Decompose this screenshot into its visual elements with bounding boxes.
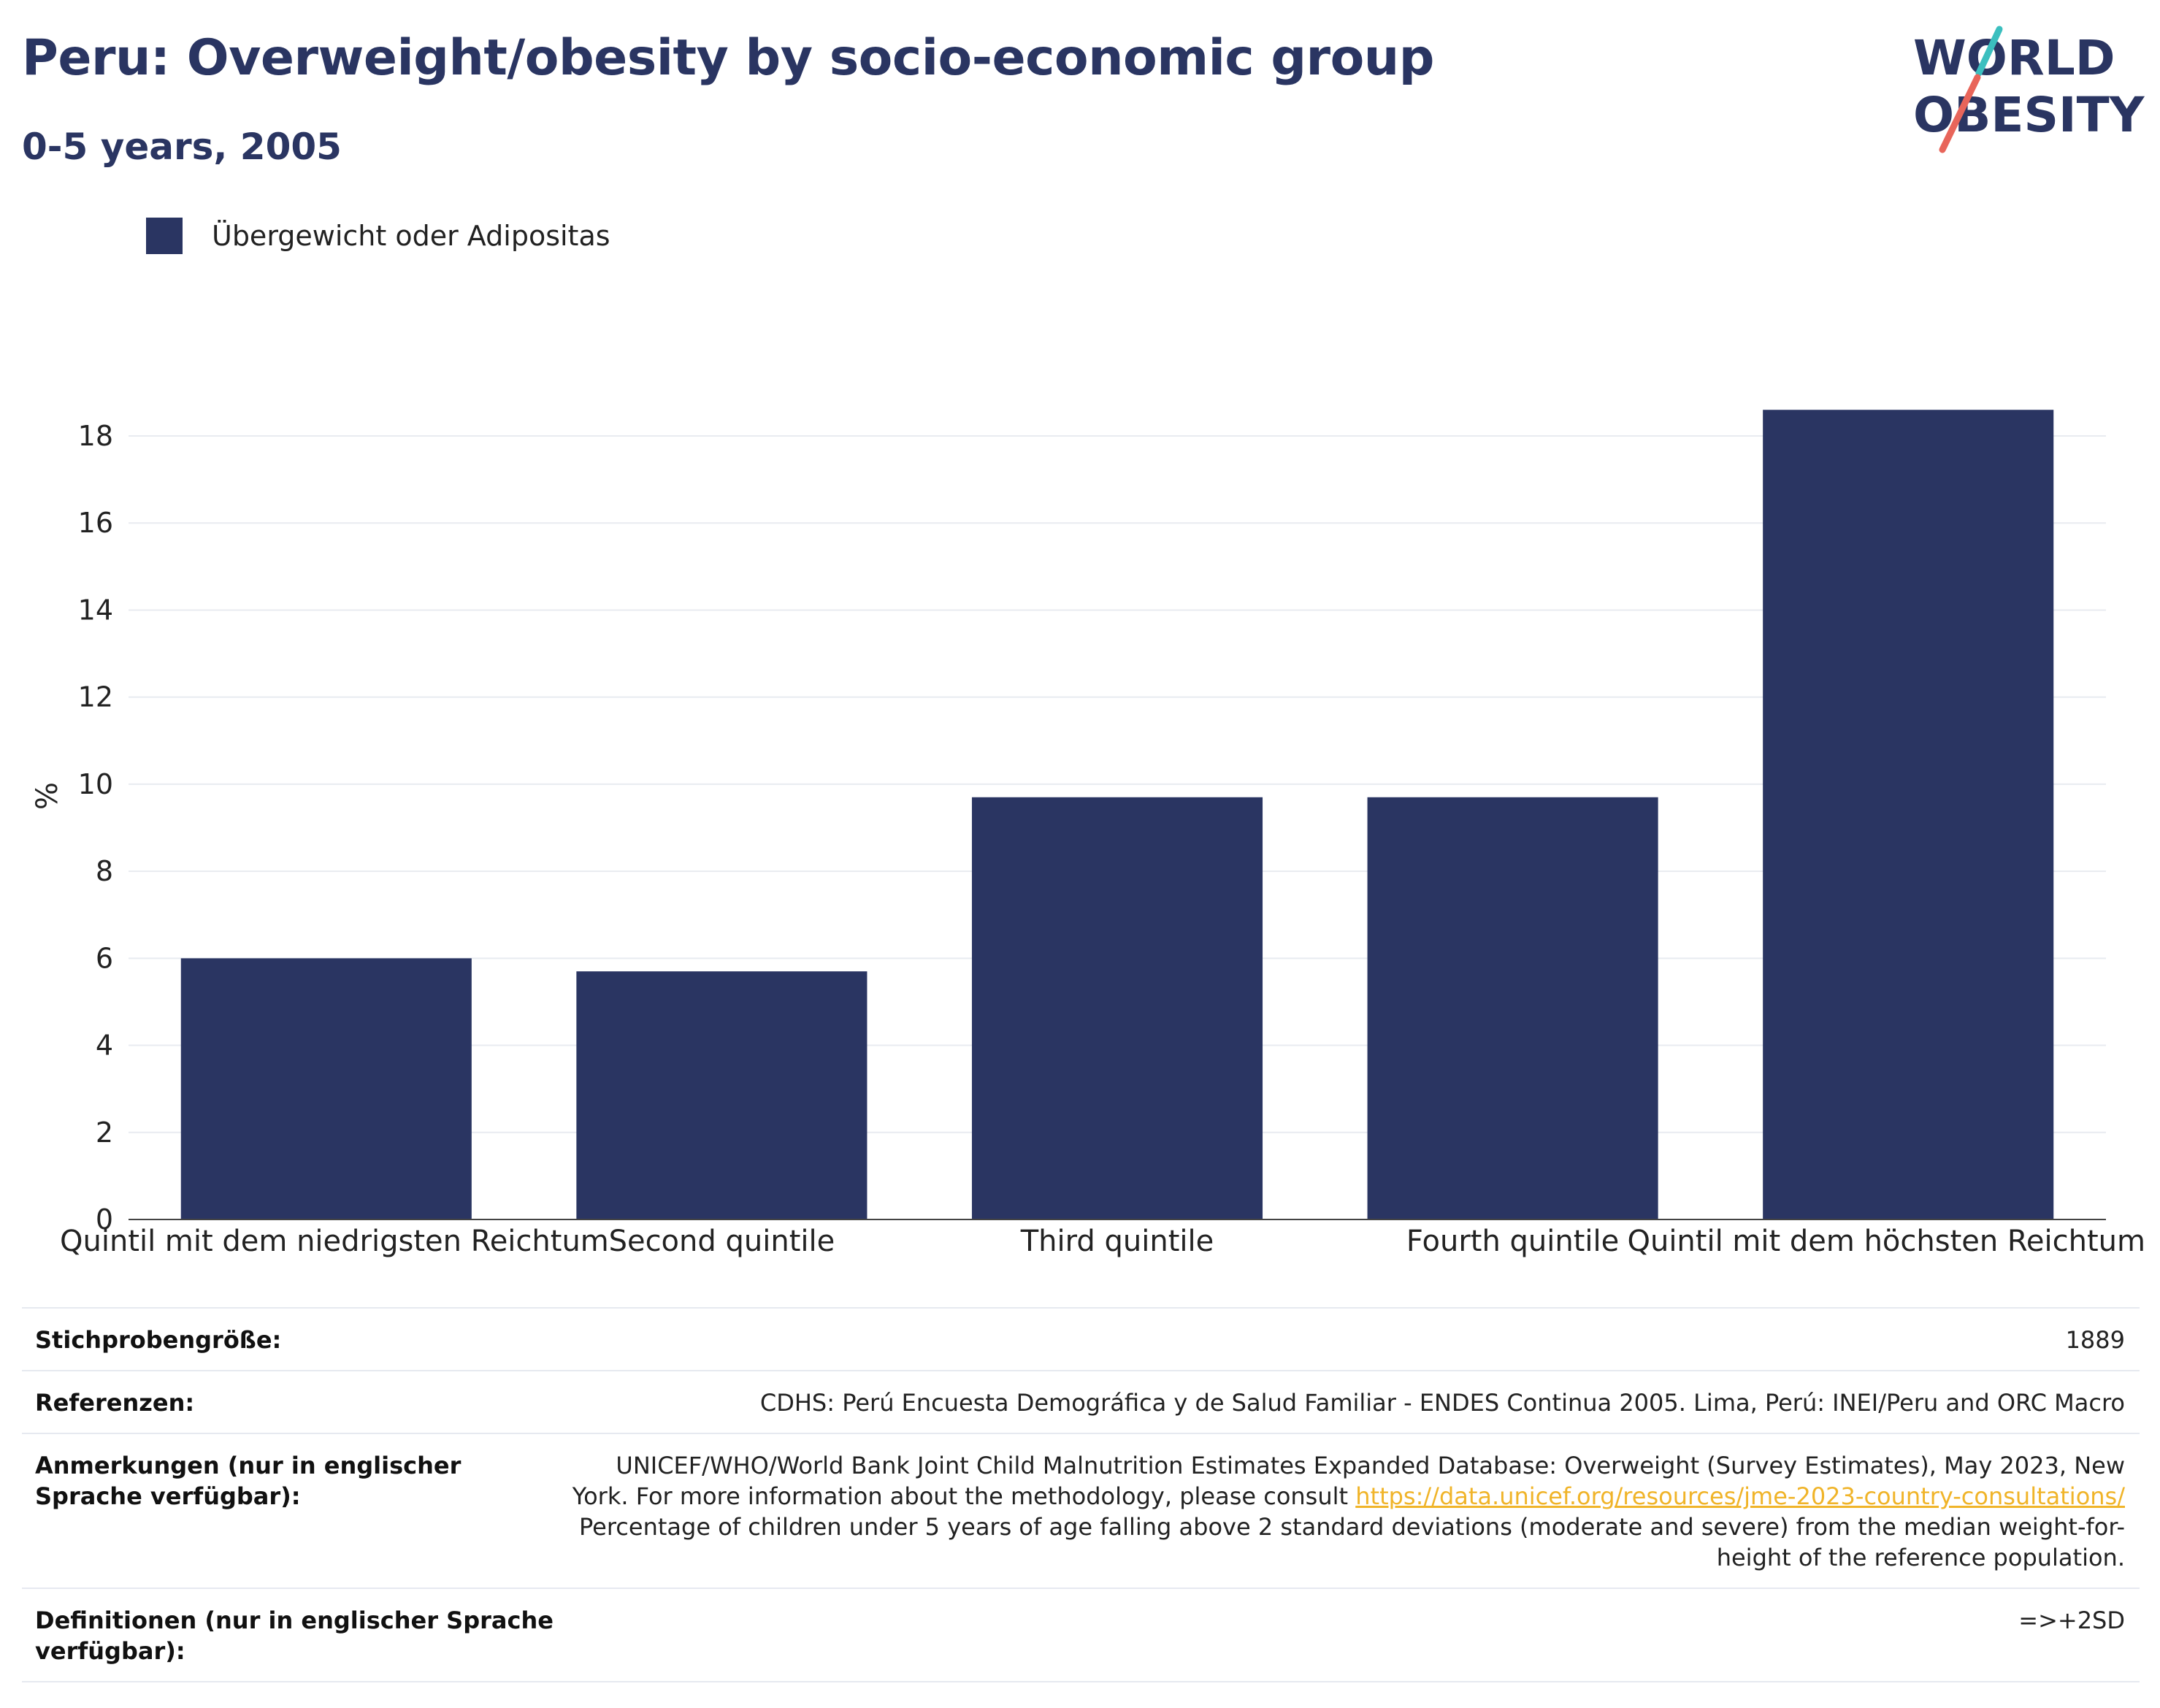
x-tick-label: Second quintile bbox=[609, 1225, 835, 1258]
y-tick-label: 12 bbox=[78, 681, 113, 713]
y-tick-label: 16 bbox=[78, 507, 113, 539]
y-tick-label: 2 bbox=[96, 1117, 113, 1149]
world-obesity-logo[interactable]: WORLD OBESITY bbox=[1899, 22, 2147, 153]
y-tick-label: 4 bbox=[96, 1030, 113, 1062]
bar[interactable] bbox=[180, 958, 472, 1219]
info-row-references: Referenzen: CDHS: Perú Encuesta Demográf… bbox=[22, 1370, 2140, 1433]
x-tick-label: Third quintile bbox=[1020, 1225, 1214, 1258]
x-tick-label: Quintil mit dem höchsten Reichtum bbox=[1627, 1225, 2145, 1258]
chart-subtitle: 0-5 years, 2005 bbox=[22, 126, 342, 168]
notes-text-2: Percentage of children under 5 years of … bbox=[579, 1513, 2125, 1571]
y-tick-label: 0 bbox=[96, 1203, 113, 1236]
sample-size-label: Stichprobengröße: bbox=[35, 1326, 282, 1354]
notes-value: UNICEF/WHO/World Bank Joint Child Malnut… bbox=[561, 1450, 2125, 1573]
legend-swatch bbox=[146, 218, 183, 254]
logo-line1: WORLD bbox=[1913, 30, 2115, 86]
sample-size-value: 1889 bbox=[2065, 1326, 2125, 1354]
x-ticks: Quintil mit dem niedrigsten Reichtum Seco… bbox=[60, 1225, 2145, 1258]
legend[interactable]: Übergewicht oder Adipositas bbox=[146, 218, 610, 254]
notes-text-1: UNICEF/WHO/World Bank Joint Child Malnut… bbox=[572, 1452, 2125, 1510]
definitions-value: =>+2SD bbox=[2018, 1606, 2125, 1634]
y-tick-label: 8 bbox=[96, 855, 113, 887]
y-axis-label: % bbox=[31, 782, 64, 810]
legend-label: Übergewicht oder Adipositas bbox=[212, 220, 610, 252]
notes-label: Anmerkungen (nur in englischer Sprache v… bbox=[35, 1452, 462, 1510]
chart-title: Peru: Overweight/obesity by socio-econom… bbox=[22, 29, 1434, 87]
logo-slash-red bbox=[1939, 74, 1981, 153]
bar[interactable] bbox=[1367, 797, 1658, 1219]
references-value: CDHS: Perú Encuesta Demográfica y de Sal… bbox=[759, 1389, 2125, 1417]
references-label: Referenzen: bbox=[35, 1389, 195, 1417]
x-tick-label: Fourth quintile bbox=[1406, 1225, 1619, 1258]
x-tick-label: Quintil mit dem niedrigsten Reichtum bbox=[60, 1225, 609, 1258]
definitions-label: Definitionen (nur in englischer Sprache … bbox=[35, 1606, 554, 1665]
info-row-definitions: Definitionen (nur in englischer Sprache … bbox=[22, 1588, 2140, 1682]
y-tick-label: 18 bbox=[78, 420, 113, 452]
info-row-sample: Stichprobengröße: 1889 bbox=[22, 1307, 2140, 1370]
bars bbox=[180, 410, 2054, 1219]
y-tick-label: 14 bbox=[78, 594, 113, 626]
bar[interactable] bbox=[576, 971, 868, 1219]
y-tick-label: 6 bbox=[96, 942, 113, 974]
y-ticks: 0 2 4 6 8 10 12 14 16 18 bbox=[78, 420, 113, 1236]
notes-link[interactable]: https://data.unicef.org/resources/jme-20… bbox=[1355, 1482, 2125, 1510]
bar[interactable] bbox=[971, 797, 1263, 1219]
logo-slash-teal bbox=[1975, 26, 2003, 77]
bar-chart: 0 2 4 6 8 10 12 14 16 18 Quintil mit dem niedrigs… bbox=[31, 410, 2145, 1258]
info-table: Stichprobengröße: 1889 Referenzen: CDHS:… bbox=[22, 1307, 2140, 1682]
info-row-notes: Anmerkungen (nur in englischer Sprache v… bbox=[22, 1433, 2140, 1588]
bar[interactable] bbox=[1763, 410, 2054, 1219]
y-tick-label: 10 bbox=[78, 768, 113, 800]
